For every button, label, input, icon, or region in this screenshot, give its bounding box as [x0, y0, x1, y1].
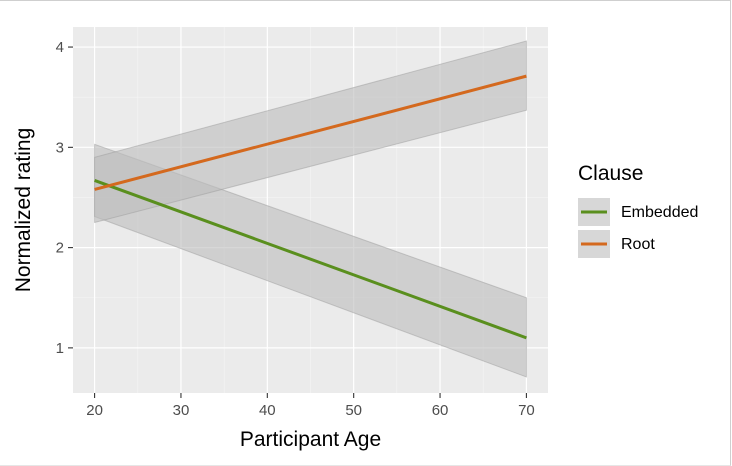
x-axis: 20 30 40 50 60 70 [86, 393, 535, 419]
x-tick-label: 40 [259, 402, 276, 419]
y-tick-label: 4 [56, 39, 64, 56]
series-lines [94, 74, 527, 340]
y-tick-label: 2 [56, 240, 64, 257]
legend-label-embedded: Embedded [621, 204, 698, 221]
x-tick-label: 60 [432, 402, 449, 419]
x-tick-label: 30 [173, 402, 190, 419]
y-axis: 1 2 3 4 [56, 39, 73, 357]
y-tick-label: 3 [56, 139, 64, 156]
series-line-embedded [94, 179, 527, 340]
legend-label-root: Root [621, 236, 655, 253]
legend: Clause Embedded Root [578, 162, 698, 258]
x-tick-label: 70 [518, 402, 535, 419]
series-line-root [94, 74, 527, 191]
x-axis-title: Participant Age [240, 428, 381, 451]
legend-title: Clause [578, 162, 643, 185]
y-axis-title: Normalized rating [12, 128, 35, 293]
y-tick-label: 1 [56, 340, 64, 357]
x-tick-label: 20 [86, 402, 103, 419]
x-tick-label: 50 [345, 402, 362, 419]
